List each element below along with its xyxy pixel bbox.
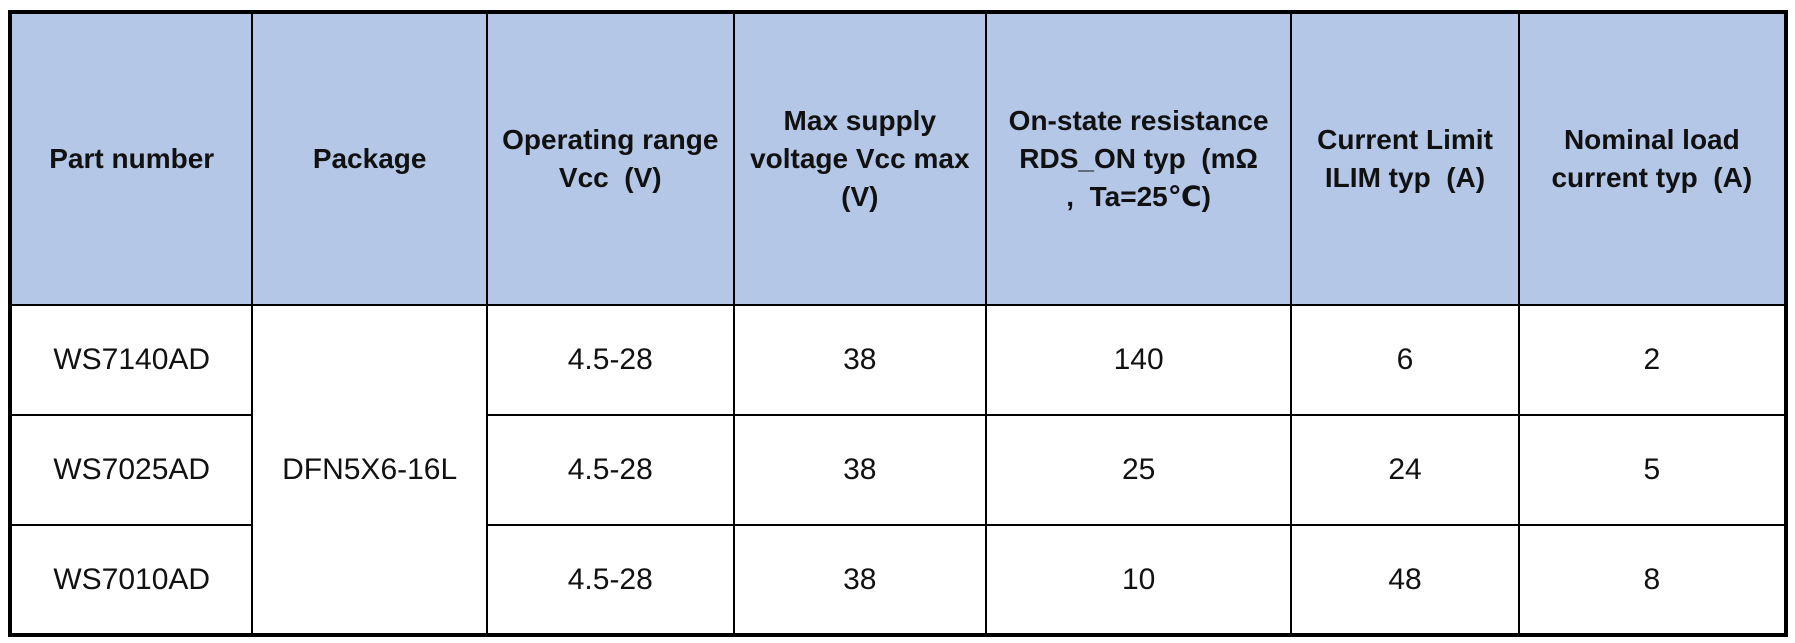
- cell-ilim: 48: [1290, 524, 1520, 636]
- cell-ilim: 24: [1290, 414, 1520, 526]
- cell-operating-range: 4.5-28: [485, 304, 735, 416]
- cell-nominal-load-current: 8: [1517, 524, 1788, 636]
- cell-operating-range: 4.5-28: [485, 414, 735, 526]
- cell-operating-range: 4.5-28: [485, 524, 735, 636]
- header-nominal-load-current: Nominal load current typ (A): [1517, 11, 1788, 306]
- cell-rds-on: 10: [984, 524, 1293, 636]
- cell-max-supply-voltage: 38: [732, 414, 987, 526]
- header-on-state-resistance: On-state resistance RDS_ON typ (mΩ , Ta=…: [984, 11, 1293, 306]
- cell-max-supply-voltage: 38: [732, 524, 987, 636]
- header-row: Part number Package Operating range Vcc …: [8, 11, 1788, 306]
- cell-rds-on: 25: [984, 414, 1293, 526]
- header-package: Package: [251, 11, 488, 306]
- cell-part-number: WS7140AD: [8, 304, 254, 416]
- header-operating-range: Operating range Vcc (V): [485, 11, 735, 306]
- cell-part-number: WS7025AD: [8, 414, 254, 526]
- table-row: WS7010AD 4.5-28 38 10 48 8: [8, 524, 1788, 636]
- cell-part-number: WS7010AD: [8, 524, 254, 636]
- table-row: WS7140AD DFN5X6-16L 4.5-28 38 140 6 2: [8, 304, 1788, 636]
- header-current-limit: Current Limit ILIM typ (A): [1290, 11, 1520, 306]
- cell-nominal-load-current: 5: [1517, 414, 1788, 526]
- cell-package-merged: DFN5X6-16L: [251, 304, 488, 636]
- table-header: Part number Package Operating range Vcc …: [8, 11, 1788, 306]
- cell-nominal-load-current: 2: [1517, 304, 1788, 416]
- table-body: WS7140AD DFN5X6-16L 4.5-28 38 140 6 2 WS…: [8, 304, 1788, 636]
- header-part-number: Part number: [8, 11, 254, 306]
- cell-max-supply-voltage: 38: [732, 304, 987, 416]
- header-max-supply-voltage: Max supply voltage Vcc max (V): [732, 11, 987, 306]
- cell-rds-on: 140: [984, 304, 1293, 416]
- cell-ilim: 6: [1290, 304, 1520, 416]
- parts-table: Part number Package Operating range Vcc …: [8, 10, 1788, 637]
- table-row: WS7025AD 4.5-28 38 25 24 5: [8, 414, 1788, 526]
